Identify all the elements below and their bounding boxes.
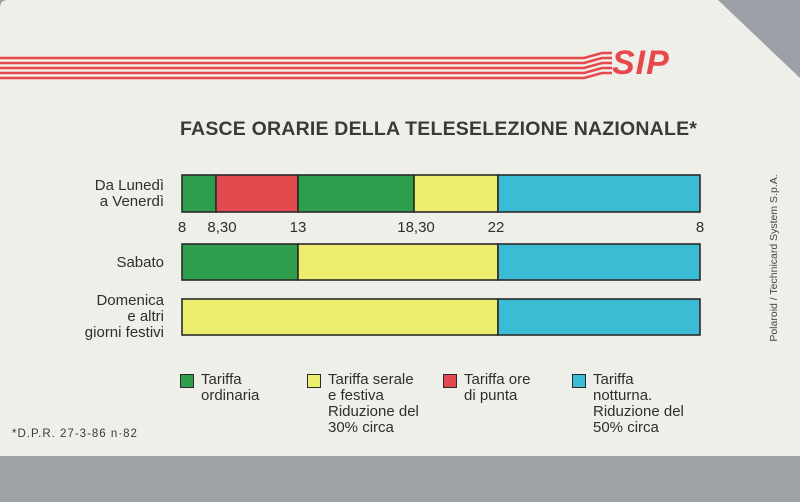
time-band-segment xyxy=(215,174,299,213)
legend-text: Tariffa ordinaria xyxy=(201,372,259,404)
legend-line: 30% circa xyxy=(328,419,394,436)
legend-text: Tariffa ore di punta xyxy=(464,372,530,404)
legend-line: Tariffa serale xyxy=(328,371,414,388)
footnote-decree: *D.P.R. 27-3-86 n·82 xyxy=(12,428,138,440)
legend-line: e festiva xyxy=(328,387,384,404)
timeband-chart xyxy=(181,174,701,336)
time-band-segment xyxy=(297,174,415,213)
x-tick-label: 18,30 xyxy=(397,219,435,236)
row-label-line: Domenica xyxy=(96,292,164,309)
time-band-segment xyxy=(497,243,701,281)
legend-line: 50% circa xyxy=(593,419,659,436)
x-tick-label: 22 xyxy=(487,219,505,236)
time-band-segment xyxy=(181,298,499,336)
legend-line: Tariffa xyxy=(593,371,634,388)
time-band-segment xyxy=(497,174,701,213)
legend-line: Riduzione del xyxy=(593,403,684,420)
brand-stripe xyxy=(0,66,612,75)
time-band-segment xyxy=(181,243,299,281)
row-label-line: giorni festivi xyxy=(84,324,164,341)
sip-logo: SIP xyxy=(612,44,670,82)
row-label-weekdays: Da Lunedì a Venerdì xyxy=(4,178,164,210)
manufacturer-text: Polaroid / Technicard System S.p.A. xyxy=(768,174,780,342)
legend-swatch-notturna xyxy=(572,374,586,388)
x-tick-label: 8 xyxy=(695,219,705,236)
legend-swatch-ore-di-punta xyxy=(443,374,457,388)
chart-title: FASCE ORARIE DELLA TELESELEZIONE NAZIONA… xyxy=(180,118,698,140)
row-label-saturday: Sabato xyxy=(4,255,164,271)
brand-stripe xyxy=(0,61,612,70)
time-band-segment xyxy=(497,298,701,336)
row-label-line: e altri xyxy=(127,308,164,325)
legend-swatch-serale-festiva xyxy=(307,374,321,388)
row-label-line: Da Lunedì xyxy=(94,177,164,194)
time-band-segment xyxy=(297,243,499,281)
card-bottom-band xyxy=(0,456,800,502)
brand-stripe xyxy=(0,56,612,65)
legend-line: Riduzione del xyxy=(328,403,419,420)
time-band-segment xyxy=(413,174,499,213)
row-label-line: a Venerdì xyxy=(99,193,164,210)
brand-stripe xyxy=(0,71,612,80)
legend-line: notturna. xyxy=(593,387,653,404)
row-label-holidays: Domenica e altri giorni festivi xyxy=(4,293,164,341)
row-label-line: Sabato xyxy=(116,254,164,271)
legend-text: Tariffa notturna. Riduzione del 50% circ… xyxy=(593,372,684,436)
legend-line: Tariffa xyxy=(201,371,242,388)
legend-line: Tariffa ore xyxy=(464,371,531,388)
time-band-segment xyxy=(181,174,217,213)
brand-stripes xyxy=(0,51,612,80)
x-tick-label: 8,30 xyxy=(207,219,237,236)
legend-line: di punta xyxy=(464,387,518,404)
x-tick-label: 8 xyxy=(177,219,187,236)
legend-line: ordinaria xyxy=(201,387,260,404)
brand-stripe xyxy=(0,51,612,60)
legend-text: Tariffa serale e festiva Riduzione del 3… xyxy=(328,372,419,436)
legend-swatch-ordinaria xyxy=(180,374,194,388)
x-tick-label: 13 xyxy=(289,219,307,236)
